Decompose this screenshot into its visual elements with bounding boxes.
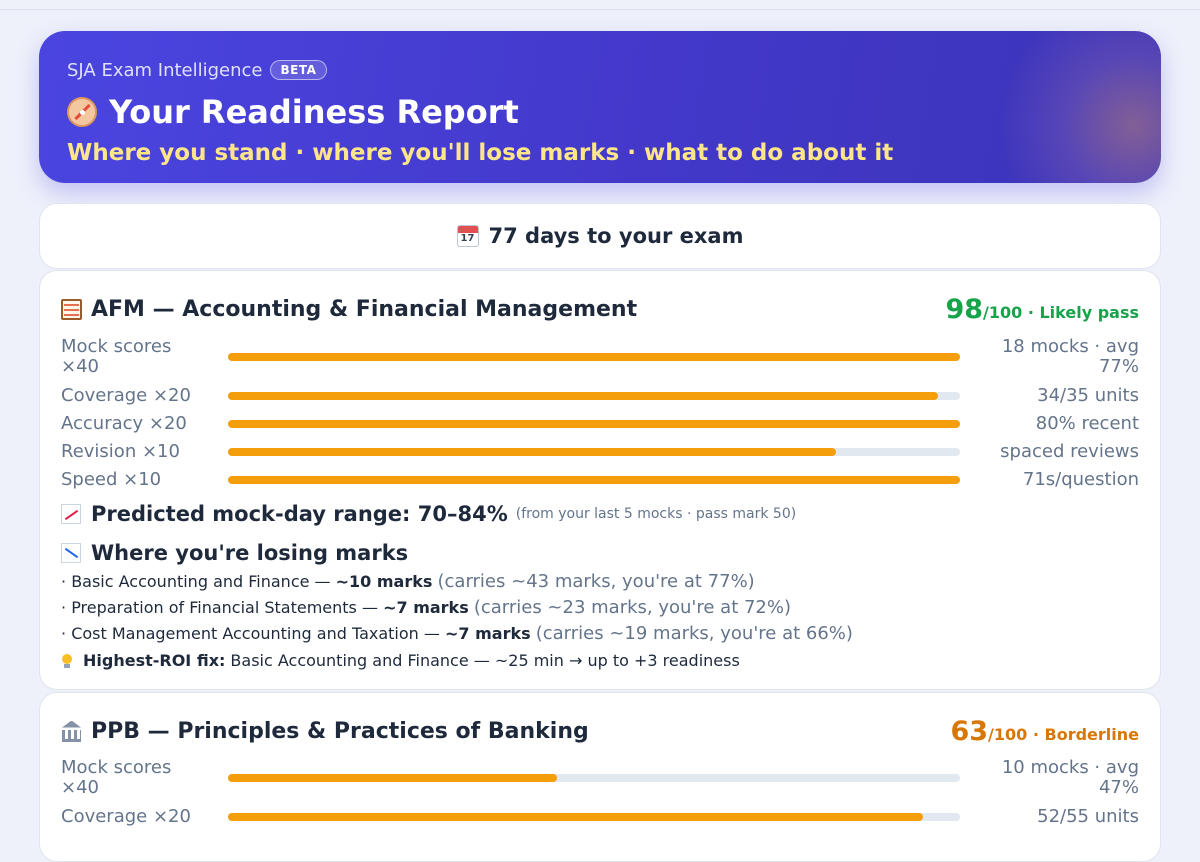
- highest-roi-fix: Highest-ROI fix: Basic Accounting and Fi…: [61, 651, 740, 670]
- loss-note: (carries ~23 marks, you're at 72%): [473, 597, 792, 618]
- metric-label: Revision ×10: [61, 441, 180, 462]
- metric-value: 18 mocks · avg 77%: [1001, 336, 1139, 377]
- metric-label: Coverage ×20: [61, 806, 191, 827]
- metric-label: Mock scores ×40: [61, 757, 172, 798]
- metric-bar-fill: [228, 392, 939, 400]
- metric-bar-fill: [228, 420, 960, 428]
- metric-bar: [228, 476, 960, 484]
- metric-label: Speed ×10: [61, 469, 162, 490]
- loss-marks: ~7 marks: [383, 598, 469, 617]
- list-bullet: ·: [61, 624, 67, 643]
- list-item: · Basic Accounting and Finance — ~10 mar…: [61, 571, 755, 592]
- loss-topic: Preparation of Financial Statements —: [71, 598, 378, 617]
- metric-bar: [228, 448, 960, 456]
- metric-row-accuracy: Accuracy ×20 80% recent: [61, 414, 1139, 434]
- loss-topic: Cost Management Accounting and Taxation …: [71, 624, 440, 643]
- loss-marks: ~7 marks: [444, 624, 531, 643]
- score-value: 63: [950, 715, 989, 747]
- loss-note: (carries ~19 marks, you're at 66%): [535, 623, 853, 644]
- metric-row-coverage: Coverage ×20 34/35 units: [61, 386, 1139, 406]
- metric-row-mock-scores: Mock scores ×40 18 mocks · avg 77%: [61, 337, 1139, 377]
- metric-bar: [228, 774, 960, 782]
- metric-bar-fill: [228, 448, 836, 456]
- metric-bar: [228, 420, 960, 428]
- metric-bar-fill: [228, 813, 924, 821]
- readiness-score: 63 /100 · Borderline: [950, 716, 1139, 747]
- list-bullet: ·: [61, 598, 67, 617]
- roi-text: Basic Accounting and Finance — ~25 min →…: [230, 651, 740, 670]
- predicted-range-text: Predicted mock-day range: 70–84%: [91, 502, 508, 526]
- metric-value: 52/55 units: [1037, 806, 1139, 827]
- chart-increasing-icon: [61, 504, 81, 524]
- subject-header: AFM — Accounting & Financial Management …: [61, 291, 1139, 327]
- list-item: · Cost Management Accounting and Taxatio…: [61, 623, 853, 644]
- exam-countdown: 17 77 days to your exam: [39, 203, 1161, 269]
- report-header: SJA Exam Intelligence BETA Your Readines…: [39, 31, 1161, 183]
- page-subtitle: Where you stand · where you'll lose mark…: [67, 140, 894, 166]
- brand-name: SJA Exam Intelligence: [67, 59, 263, 81]
- metric-row-revision: Revision ×10 spaced reviews: [61, 442, 1139, 462]
- chart-decreasing-icon: [61, 543, 81, 563]
- metric-value: spaced reviews: [1000, 441, 1139, 462]
- list-bullet: ·: [61, 572, 67, 591]
- list-item: · Preparation of Financial Statements — …: [61, 597, 791, 618]
- score-status: /100 · Likely pass: [983, 302, 1139, 322]
- predicted-range: Predicted mock-day range: 70–84% (from y…: [61, 502, 796, 526]
- subject-header: PPB — Principles & Practices of Banking …: [61, 713, 1139, 749]
- metric-label: Mock scores ×40: [61, 336, 172, 377]
- metric-bar: [228, 813, 960, 821]
- abacus-icon: [61, 298, 82, 320]
- metric-row-speed: Speed ×10 71s/question: [61, 470, 1139, 490]
- metric-bar-fill: [228, 476, 960, 484]
- loss-note: (carries ~43 marks, you're at 77%): [437, 571, 755, 592]
- readiness-score: 98 /100 · Likely pass: [945, 294, 1139, 325]
- metric-value: 34/35 units: [1037, 385, 1139, 406]
- compass-icon: [67, 97, 97, 127]
- metric-row-coverage: Coverage ×20 52/55 units: [61, 807, 1139, 827]
- page-title: Your Readiness Report: [109, 93, 519, 131]
- bank-icon: [61, 721, 82, 742]
- metric-bar-fill: [228, 774, 558, 782]
- top-divider: [0, 9, 1200, 10]
- metric-bar: [228, 392, 960, 400]
- predicted-range-note: (from your last 5 mocks · pass mark 50): [515, 506, 797, 522]
- metric-value: 10 mocks · avg 47%: [1001, 757, 1139, 798]
- score-status: /100 · Borderline: [988, 724, 1139, 744]
- roi-label: Highest-ROI fix:: [83, 651, 226, 670]
- losing-marks-title: Where you're losing marks: [91, 541, 409, 565]
- subject-card-ppb: PPB — Principles & Practices of Banking …: [39, 692, 1161, 862]
- metric-row-mock-scores: Mock scores ×40 10 mocks · avg 47%: [61, 758, 1139, 798]
- metric-label: Coverage ×20: [61, 385, 191, 406]
- loss-topic: Basic Accounting and Finance —: [71, 572, 331, 591]
- score-value: 98: [945, 293, 984, 325]
- metric-bar-fill: [228, 353, 960, 361]
- subject-card-afm: AFM — Accounting & Financial Management …: [39, 270, 1161, 690]
- metric-value: 80% recent: [1035, 413, 1139, 434]
- loss-marks: ~10 marks: [335, 572, 433, 591]
- losing-marks-heading: Where you're losing marks: [61, 541, 408, 565]
- countdown-text: 77 days to your exam: [488, 224, 744, 248]
- calendar-day: 17: [460, 233, 475, 244]
- calendar-icon: 17: [456, 225, 479, 247]
- subject-title: PPB — Principles & Practices of Banking: [91, 718, 589, 744]
- beta-badge: BETA: [269, 60, 328, 80]
- page-title-row: Your Readiness Report: [67, 92, 1133, 132]
- lightbulb-icon: [61, 653, 73, 668]
- brand-row: SJA Exam Intelligence BETA: [67, 58, 1133, 82]
- metric-bar: [228, 353, 960, 361]
- metric-label: Accuracy ×20: [61, 413, 187, 434]
- metric-value: 71s/question: [1022, 469, 1139, 490]
- subject-title: AFM — Accounting & Financial Management: [91, 296, 638, 322]
